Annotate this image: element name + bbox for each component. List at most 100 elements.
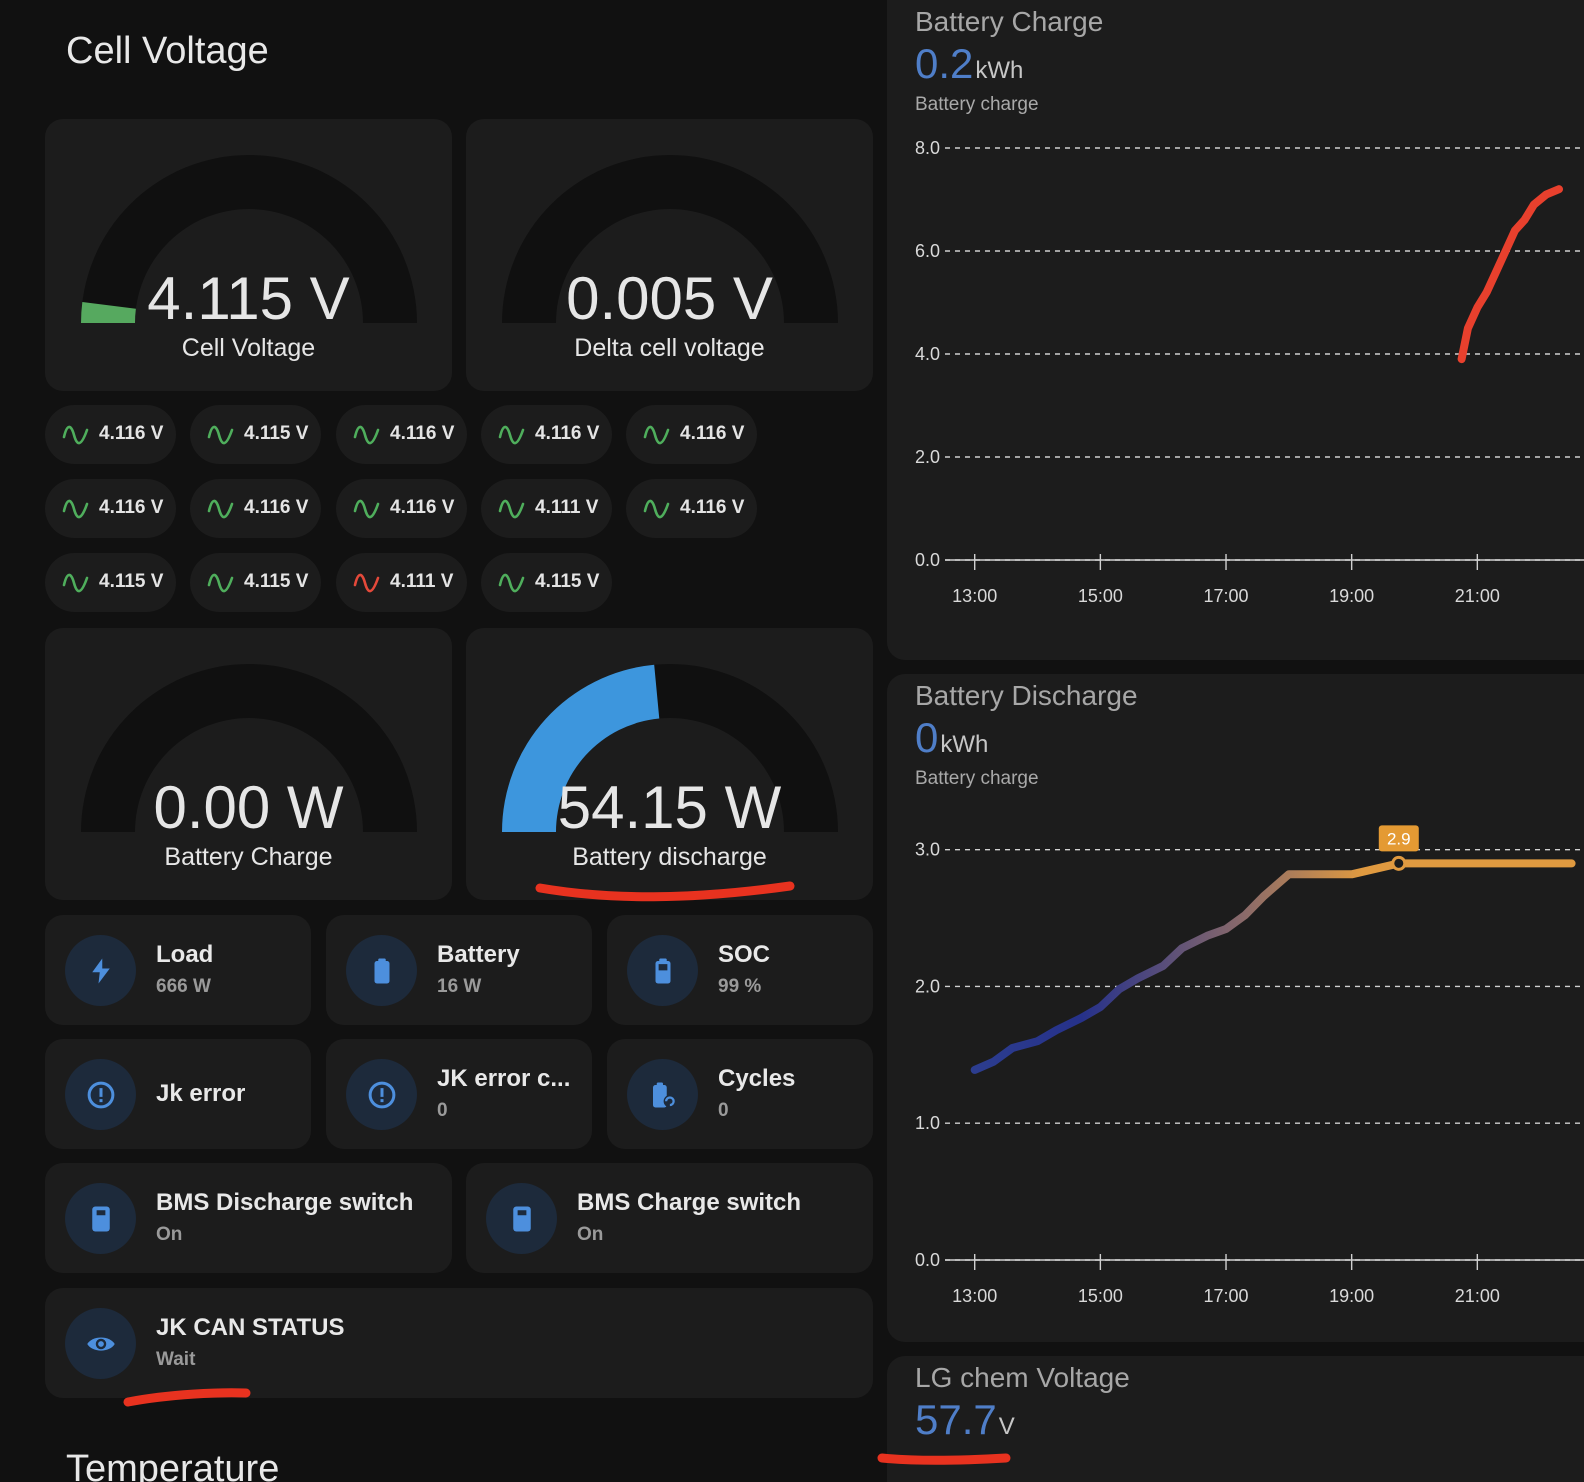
graph-value: 57.7V — [915, 1396, 1015, 1444]
tile-name: JK CAN STATUS — [156, 1314, 345, 1341]
sine-wave-icon — [498, 573, 525, 593]
cell-voltage-value: 4.115 V — [535, 571, 600, 592]
tile-jk-can-status[interactable]: JK CAN STATUS Wait — [45, 1288, 873, 1398]
tooltip-label: 2.9 — [1387, 829, 1411, 848]
graph-value: 0.2kWh — [915, 40, 1023, 88]
gauge-label: Delta cell voltage — [574, 334, 765, 362]
cell-voltage-chip[interactable]: 4.116 V — [626, 405, 757, 464]
y-tick-label: 2.0 — [915, 976, 940, 996]
sine-wave-icon — [207, 573, 234, 593]
tooltip-badge — [1378, 825, 1419, 852]
cell-voltage-value: 4.116 V — [680, 423, 745, 444]
lightning-icon — [65, 935, 136, 1006]
gauge-value: 4.115 V — [147, 265, 350, 332]
alert-circle-icon — [65, 1059, 136, 1130]
tile-state: 666 W — [156, 976, 211, 997]
sine-wave-icon — [62, 425, 89, 445]
gauge-track — [81, 664, 417, 832]
tile-bms-charge-switch[interactable]: BMS Charge switch On — [466, 1163, 873, 1273]
battery-discharge-chart[interactable]: 0.0 1.0 2.0 3.0 13:00 15:00 17:00 19:00 21:00 2.9 — [887, 674, 1584, 1342]
gauge-card-cell-voltage[interactable]: 4.115 V Cell Voltage — [45, 119, 452, 391]
switch-icon — [486, 1183, 557, 1254]
x-tick-label: 13:00 — [952, 1286, 997, 1306]
tile-state: 99 % — [718, 976, 762, 997]
tile-bms-discharge-switch[interactable]: BMS Discharge switch On — [45, 1163, 452, 1273]
section-title-cell-voltage: Cell Voltage — [66, 30, 269, 72]
red-underline-annotation — [535, 881, 795, 902]
y-tick-label: 8.0 — [915, 138, 940, 158]
tile-state: 0 — [718, 1100, 729, 1121]
y-tick-label: 3.0 — [915, 840, 940, 860]
cell-voltage-chip[interactable]: 4.116 V — [336, 479, 467, 538]
tile-jk-error[interactable]: Jk error — [45, 1039, 311, 1149]
graph-title: LG chem Voltage — [915, 1362, 1130, 1393]
gauge-label: Battery Charge — [164, 843, 333, 871]
sine-wave-icon — [353, 573, 380, 593]
red-underline-annotation — [123, 1388, 251, 1407]
cell-voltage-chip[interactable]: 4.116 V — [45, 405, 176, 464]
graph-subtitle: Battery charge — [915, 94, 1039, 115]
cell-voltage-value: 4.116 V — [390, 497, 455, 518]
battery-sync-icon — [627, 1059, 698, 1130]
cell-voltage-chip[interactable]: 4.116 V — [626, 479, 757, 538]
cell-voltage-value: 4.115 V — [244, 571, 309, 592]
x-tick-label: 17:00 — [1203, 1286, 1248, 1306]
gauge-card-battery-discharge[interactable]: 54.15 W Battery discharge — [466, 628, 873, 900]
cell-voltage-chip[interactable]: 4.116 V — [190, 479, 321, 538]
gauge-card-delta-cell-voltage[interactable]: 0.005 V Delta cell voltage — [466, 119, 873, 391]
cell-voltage-chip[interactable]: 4.115 V — [45, 553, 176, 612]
battery-charge-chart[interactable]: 0.0 2.0 4.0 6.0 8.0 13:00 15:00 17:00 19:00 21:00 — [887, 0, 1584, 660]
tile-name: Jk error — [156, 1080, 246, 1107]
sine-wave-icon — [498, 499, 525, 519]
cell-voltage-value: 4.115 V — [244, 423, 309, 444]
battery-icon — [346, 935, 417, 1006]
graph-value-number: 57.7 — [915, 1396, 997, 1443]
cell-voltage-chip[interactable]: 4.115 V — [190, 405, 321, 464]
graph-title: Battery Discharge — [915, 680, 1138, 711]
cell-voltage-value: 4.116 V — [244, 497, 309, 518]
cell-voltage-chip[interactable]: 4.111 V — [336, 553, 467, 612]
cell-voltage-chip[interactable]: 4.116 V — [336, 405, 467, 464]
sine-wave-icon — [62, 573, 89, 593]
gauge-card-battery-charge[interactable]: 0.00 W Battery Charge — [45, 628, 452, 900]
cell-voltage-value: 4.115 V — [99, 571, 164, 592]
red-underline-annotation — [877, 1453, 1011, 1465]
x-tick-label: 21:00 — [1455, 1286, 1500, 1306]
cell-voltage-chip[interactable]: 4.111 V — [481, 479, 612, 538]
y-tick-label: 1.0 — [915, 1113, 940, 1133]
battery-high-icon — [627, 935, 698, 1006]
tile-jk-error-count[interactable]: JK error c... 0 — [326, 1039, 592, 1149]
tile-state: 0 — [437, 1100, 448, 1121]
sine-wave-icon — [207, 425, 234, 445]
graph-value-unit: kWh — [940, 731, 989, 758]
sine-wave-icon — [62, 499, 89, 519]
tile-cycles[interactable]: Cycles 0 — [607, 1039, 873, 1149]
graph-card-battery-charge[interactable]: Battery Charge 0.2kWh Battery charge 0.0… — [887, 0, 1584, 660]
tile-name: Load — [156, 941, 214, 968]
tile-battery[interactable]: Battery 16 W — [326, 915, 592, 1025]
series-line — [1457, 185, 1563, 364]
tile-state: On — [577, 1224, 604, 1245]
tile-soc[interactable]: SOC 99 % — [607, 915, 873, 1025]
y-tick-label: 6.0 — [915, 241, 940, 261]
cell-voltage-chip[interactable]: 4.115 V — [481, 553, 612, 612]
cell-voltage-chip[interactable]: 4.116 V — [481, 405, 612, 464]
switch-icon — [65, 1183, 136, 1254]
cell-voltage-value: 4.116 V — [390, 423, 455, 444]
cell-voltage-chip[interactable]: 4.115 V — [190, 553, 321, 612]
data-point-marker[interactable] — [1391, 855, 1407, 871]
sine-wave-icon — [353, 499, 380, 519]
sine-wave-icon — [353, 425, 380, 445]
graph-value-unit: V — [998, 1413, 1015, 1440]
gauge-arc — [81, 664, 417, 832]
cell-voltage-chip[interactable]: 4.116 V — [45, 479, 176, 538]
y-tick-label: 2.0 — [915, 447, 940, 467]
y-tick-label: 4.0 — [915, 344, 940, 364]
graph-card-battery-discharge[interactable]: Battery Discharge 0kWh Battery charge 0.… — [887, 674, 1584, 1342]
gauge-arc — [81, 155, 417, 323]
gauge-track — [502, 155, 838, 323]
graph-value-number: 0 — [915, 714, 939, 761]
graph-title: Battery Charge — [915, 6, 1104, 37]
sine-wave-icon — [498, 425, 525, 445]
tile-load[interactable]: Load 666 W — [45, 915, 311, 1025]
